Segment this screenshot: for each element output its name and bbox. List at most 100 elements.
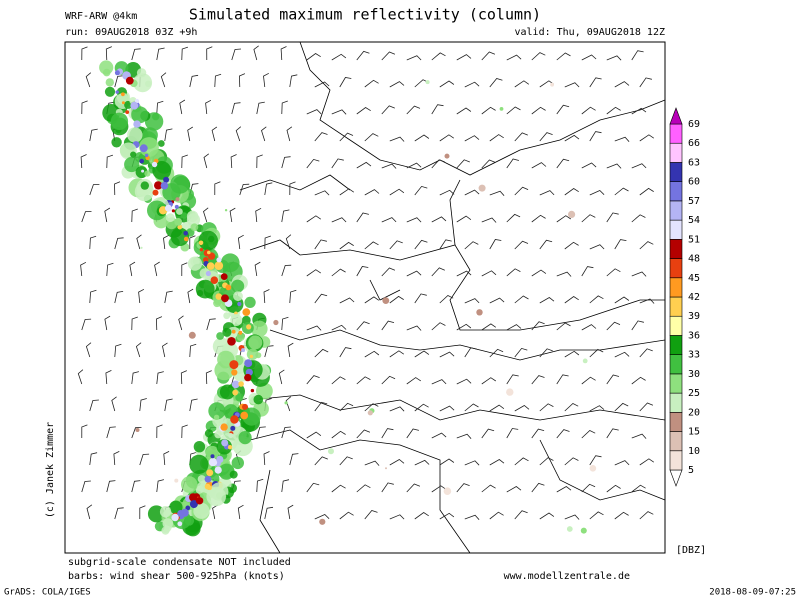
colorbar-box <box>669 239 683 259</box>
wind-barb <box>589 405 605 412</box>
wind-barb <box>439 405 455 412</box>
wind-barb <box>614 136 630 142</box>
wind-barb <box>139 453 150 466</box>
echo <box>248 335 263 350</box>
wind-barb <box>306 375 320 385</box>
echo <box>195 279 215 299</box>
wind-barb <box>631 271 647 277</box>
wind-barb <box>639 458 655 466</box>
wind-barb <box>314 293 328 304</box>
echo-core <box>139 158 144 164</box>
wind-barb <box>556 158 570 169</box>
wind-barb <box>89 399 99 412</box>
wind-barb <box>589 77 602 88</box>
colorbar-label: 51 <box>688 234 700 245</box>
wind-barb <box>80 154 87 169</box>
colorbar-label: 15 <box>688 427 700 438</box>
wind-barb <box>589 348 604 358</box>
echo-light <box>140 246 143 249</box>
echo-core <box>204 475 212 483</box>
wind-barb <box>481 270 497 277</box>
echo-light <box>385 467 387 470</box>
wind-barb <box>381 105 395 115</box>
wind-barb <box>89 452 98 466</box>
wind-barb <box>414 403 429 412</box>
wind-barb <box>389 295 404 304</box>
wind-barb <box>331 217 347 223</box>
footer-right: 2018-08-09-07:25 <box>709 588 796 598</box>
echo <box>205 445 219 460</box>
echo-light <box>175 197 180 202</box>
wind-barb <box>164 398 173 412</box>
wind-barb <box>306 325 322 331</box>
echo <box>133 73 153 93</box>
echo-light <box>382 297 390 304</box>
wind-barb <box>187 288 194 304</box>
wind-barb <box>211 126 218 142</box>
wind-barb <box>281 209 290 223</box>
wind-barb <box>104 315 111 331</box>
colorbar-label: 33 <box>688 350 700 361</box>
note: barbs: wind shear 500-925hPa (knots) <box>68 571 285 582</box>
wind-barb <box>381 267 396 277</box>
colorbar: 5 10 15 20 25 30 33 36 39 42 45 48 51 54 57 60 63 66 69 <box>669 107 700 487</box>
echo-core <box>199 248 204 252</box>
wind-barb <box>456 54 472 61</box>
echo-core <box>231 329 236 334</box>
echo-core <box>139 144 148 153</box>
wind-barb <box>506 106 521 115</box>
wind-barb <box>381 375 396 385</box>
echo <box>136 68 147 78</box>
echo-core <box>221 439 229 447</box>
echo <box>111 137 122 148</box>
wind-barb <box>106 480 116 493</box>
colorbar-box <box>669 412 683 432</box>
wind-barb <box>464 189 480 196</box>
wind-barb <box>160 72 167 88</box>
wind-barb <box>614 296 630 304</box>
wind-barb <box>356 266 369 277</box>
echo-core <box>208 458 218 467</box>
wind-barb <box>389 136 405 142</box>
echo <box>152 112 160 121</box>
wind-barb <box>314 514 330 520</box>
wind-barb <box>289 453 299 466</box>
wind-barb <box>489 239 502 250</box>
wind-barb <box>237 234 244 250</box>
wind-barb <box>481 159 496 169</box>
wind-barb <box>614 187 629 196</box>
wind-barb <box>356 161 372 169</box>
wind-barb <box>289 289 297 304</box>
echo <box>235 393 244 402</box>
wind-barb <box>614 402 629 412</box>
echo <box>145 80 152 88</box>
wind-barb <box>203 207 209 223</box>
wind-barb <box>356 107 371 115</box>
echo <box>222 327 232 337</box>
wind-barb <box>464 514 480 520</box>
echo-light <box>242 396 246 399</box>
wind-barb <box>356 50 370 61</box>
wind-barb <box>539 348 553 358</box>
echo-light <box>188 331 196 339</box>
wind-barb <box>606 428 619 439</box>
wind-barb <box>331 324 347 331</box>
echo <box>176 208 183 215</box>
wind-barb <box>481 323 497 331</box>
wind-barb <box>238 73 246 88</box>
wind-barb <box>556 215 572 223</box>
wind-barb <box>464 81 480 88</box>
wind-barb <box>414 512 429 520</box>
wind-barb <box>114 507 124 520</box>
wind-barb <box>406 483 421 493</box>
colorbar-box <box>669 277 683 298</box>
echo <box>214 430 222 439</box>
wind-barb <box>255 207 262 223</box>
echo-core <box>230 425 236 431</box>
wind-barb <box>131 48 141 61</box>
wind-barb <box>280 46 287 61</box>
wind-barb <box>414 185 428 196</box>
colorbar-label: 10 <box>688 446 700 457</box>
echo-core <box>165 204 172 212</box>
